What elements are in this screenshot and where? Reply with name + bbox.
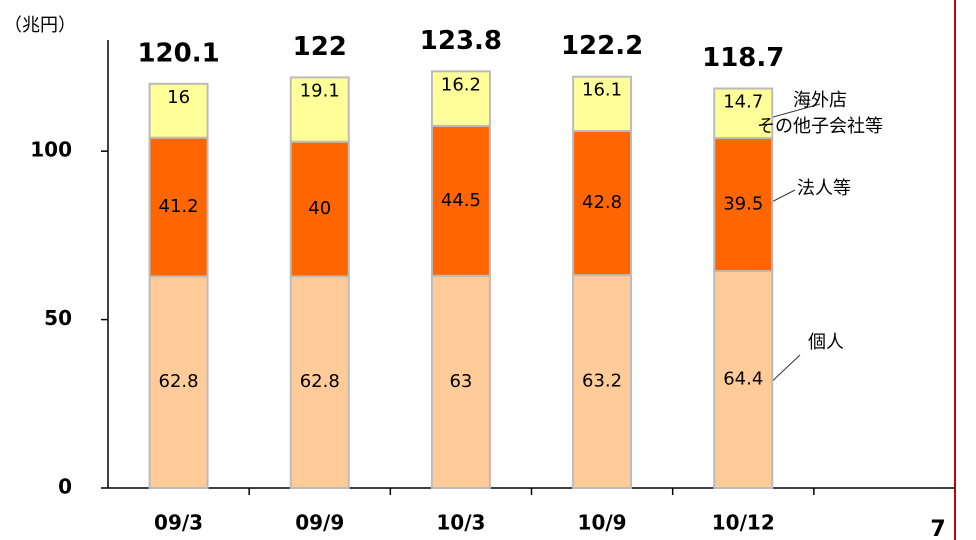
bar-segment xyxy=(713,270,774,489)
value-label: 42.8 xyxy=(582,192,622,213)
total-label: 120.1 xyxy=(137,38,219,68)
total-label: 122 xyxy=(293,32,347,62)
value-label: 64.4 xyxy=(723,369,763,390)
value-label: 16.1 xyxy=(582,80,622,101)
bar-segment xyxy=(430,70,491,127)
bar-segment xyxy=(289,76,350,143)
series-label: 個人 xyxy=(808,332,844,353)
bar-segment xyxy=(430,124,491,277)
unit-label: （兆円） xyxy=(4,15,76,36)
value-label: 41.2 xyxy=(159,196,199,217)
bar-segment xyxy=(148,275,209,489)
bar-segment xyxy=(148,136,209,278)
bar-segment xyxy=(289,140,350,278)
value-label: 62.8 xyxy=(159,371,199,392)
total-label: 122.2 xyxy=(561,31,643,61)
total-label: 123.8 xyxy=(420,26,502,56)
value-label: 44.5 xyxy=(441,190,481,211)
bar-segment xyxy=(713,87,774,140)
x-tick-label: 10/9 xyxy=(578,511,627,535)
bar-segment xyxy=(289,275,350,489)
series-label: 海外店 その他子会社等 xyxy=(757,90,883,137)
bar-segment xyxy=(572,274,633,489)
bar-segment xyxy=(430,274,491,489)
bar-segment xyxy=(572,75,633,132)
value-label: 40 xyxy=(308,198,331,219)
page-number: 7 xyxy=(930,517,945,540)
x-tick-label: 10/3 xyxy=(436,511,485,535)
value-label: 16 xyxy=(167,87,190,108)
y-tick-label: 100 xyxy=(30,138,72,162)
y-tick-label: 0 xyxy=(58,475,72,499)
x-tick-label: 10/12 xyxy=(712,511,775,535)
x-tick-label: 09/9 xyxy=(295,511,344,535)
value-label: 14.7 xyxy=(723,92,763,113)
x-tick-label: 09/3 xyxy=(154,511,203,535)
y-tick-label: 50 xyxy=(44,306,72,330)
value-label: 39.5 xyxy=(723,194,763,215)
series-label: 法人等 xyxy=(797,178,851,199)
bar-segment xyxy=(148,82,209,139)
value-label: 63.2 xyxy=(582,371,622,392)
bar-segment xyxy=(572,129,633,277)
bar-segment xyxy=(713,137,774,273)
value-label: 19.1 xyxy=(300,80,340,101)
value-label: 16.2 xyxy=(441,74,481,95)
total-label: 118.7 xyxy=(702,43,784,73)
value-label: 62.8 xyxy=(300,371,340,392)
value-label: 63 xyxy=(449,371,472,392)
